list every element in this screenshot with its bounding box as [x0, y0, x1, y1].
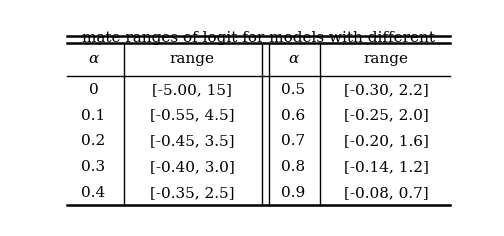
Text: [-0.14, 1.2]: [-0.14, 1.2] — [344, 160, 429, 174]
Text: [-0.08, 0.7]: [-0.08, 0.7] — [344, 186, 429, 200]
Text: 0.2: 0.2 — [81, 134, 106, 148]
Text: range: range — [364, 52, 409, 66]
Text: 0.1: 0.1 — [81, 109, 106, 122]
Text: 0.7: 0.7 — [281, 134, 305, 148]
Text: 0.5: 0.5 — [281, 83, 305, 97]
Text: [-0.40, 3.0]: [-0.40, 3.0] — [150, 160, 234, 174]
Text: [-0.20, 1.6]: [-0.20, 1.6] — [344, 134, 429, 148]
Text: [-0.30, 2.2]: [-0.30, 2.2] — [344, 83, 429, 97]
Text: α: α — [88, 52, 99, 66]
Text: [-0.55, 4.5]: [-0.55, 4.5] — [150, 109, 234, 122]
Text: 0.6: 0.6 — [281, 109, 305, 122]
Text: [-5.00, 15]: [-5.00, 15] — [152, 83, 232, 97]
Text: range: range — [169, 52, 214, 66]
Text: α: α — [288, 52, 298, 66]
Text: 0: 0 — [89, 83, 98, 97]
Text: mate ranges of logit for models with different: mate ranges of logit for models with dif… — [82, 31, 435, 45]
Text: [-0.45, 3.5]: [-0.45, 3.5] — [150, 134, 234, 148]
Text: 0.4: 0.4 — [81, 186, 106, 200]
Text: 0.9: 0.9 — [281, 186, 305, 200]
Text: 0.8: 0.8 — [281, 160, 305, 174]
Text: [-0.25, 2.0]: [-0.25, 2.0] — [344, 109, 429, 122]
Text: 0.3: 0.3 — [82, 160, 105, 174]
Text: [-0.35, 2.5]: [-0.35, 2.5] — [150, 186, 234, 200]
